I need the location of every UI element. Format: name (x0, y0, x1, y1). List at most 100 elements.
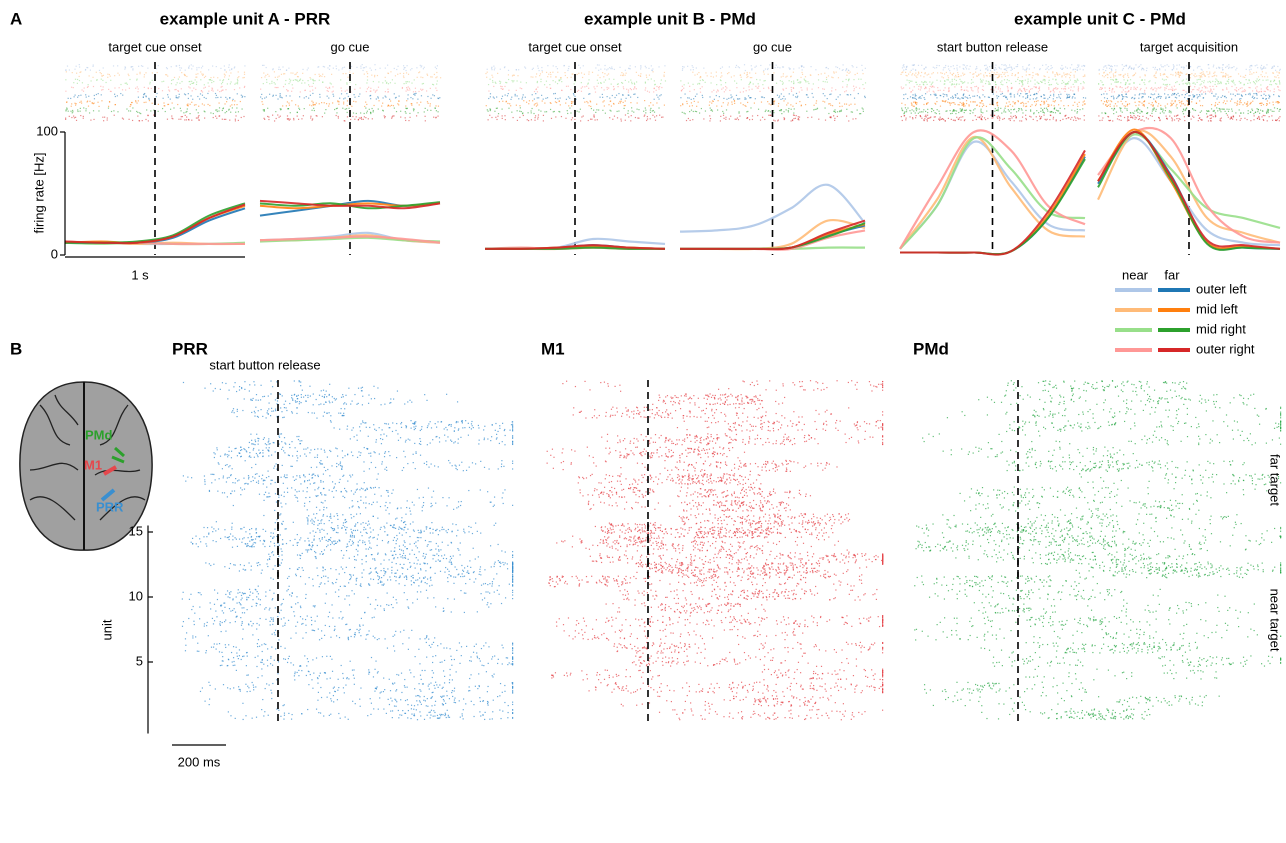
spike (1259, 113, 1260, 114)
spike (1102, 117, 1103, 118)
spike (1241, 102, 1242, 103)
spike (339, 98, 340, 99)
spike (649, 105, 650, 106)
spike (163, 98, 164, 99)
spike (581, 88, 582, 89)
spike (305, 400, 306, 401)
spike (143, 97, 144, 98)
spike (543, 99, 544, 100)
spike (135, 100, 136, 101)
spike (437, 116, 438, 117)
spike (1085, 97, 1086, 98)
spike (1239, 98, 1240, 99)
spike (323, 66, 324, 67)
spike (1029, 90, 1030, 91)
spike (201, 73, 202, 74)
spike (1065, 83, 1066, 84)
spike (537, 65, 538, 66)
spike (1104, 66, 1105, 67)
spike (649, 75, 650, 76)
spike (1129, 103, 1130, 104)
spike (940, 106, 941, 107)
spike (555, 93, 556, 94)
spike (958, 119, 959, 120)
spike (488, 98, 489, 99)
spike (788, 110, 789, 111)
spike (1239, 115, 1240, 116)
spike (1253, 93, 1254, 94)
spike (1203, 71, 1204, 72)
spike (909, 88, 910, 89)
spike (1019, 120, 1020, 121)
spike (98, 106, 99, 107)
spike (332, 396, 333, 397)
spike (202, 95, 203, 96)
spike (664, 72, 665, 73)
spike (940, 117, 941, 118)
spike (966, 68, 967, 69)
spike (709, 101, 710, 102)
spike (846, 69, 847, 70)
spike (1216, 107, 1217, 108)
spike (1277, 101, 1278, 102)
spike (483, 429, 484, 430)
spike (237, 82, 238, 83)
spike (1248, 113, 1249, 114)
spike (1269, 84, 1270, 85)
spike (1031, 104, 1032, 105)
spike (1105, 75, 1106, 76)
spike (1109, 88, 1110, 89)
spike (150, 110, 151, 111)
spike (1238, 89, 1239, 90)
spike (392, 79, 393, 80)
spike (296, 436, 297, 437)
spike (1079, 102, 1080, 103)
spike (824, 95, 825, 96)
spike (502, 101, 503, 102)
spike (909, 116, 910, 117)
spike (906, 80, 907, 81)
spike (262, 104, 263, 105)
spike (260, 89, 261, 90)
spike (953, 110, 954, 111)
spike (600, 82, 601, 83)
spike (943, 90, 944, 91)
spike (1061, 88, 1062, 89)
spike (1153, 104, 1154, 105)
spike (406, 83, 407, 84)
spike (1049, 84, 1050, 85)
spike (227, 456, 228, 457)
spike (345, 91, 346, 92)
spike (1153, 89, 1154, 90)
spike (1026, 119, 1027, 120)
spike (417, 99, 418, 100)
spike (1072, 97, 1073, 98)
spike (532, 94, 533, 95)
spike (213, 117, 214, 118)
spike (915, 98, 916, 99)
spike (1159, 120, 1160, 121)
spike (1078, 90, 1079, 91)
spike (954, 84, 955, 85)
spike (415, 421, 416, 422)
spike (423, 68, 424, 69)
spike (750, 77, 751, 78)
spike (1244, 77, 1245, 78)
spike (227, 83, 228, 84)
spike (1077, 80, 1078, 81)
spike (572, 101, 573, 102)
spike (1160, 113, 1161, 114)
spike (152, 72, 153, 73)
spike (108, 107, 109, 108)
spike (491, 67, 492, 68)
spike (1026, 71, 1027, 72)
spike (214, 457, 215, 458)
spike (783, 117, 784, 118)
spike (313, 83, 314, 84)
spike (998, 74, 999, 75)
spike (1159, 68, 1160, 69)
spike (1217, 104, 1218, 105)
spike (795, 96, 796, 97)
spike (496, 96, 497, 97)
spike (523, 115, 524, 116)
